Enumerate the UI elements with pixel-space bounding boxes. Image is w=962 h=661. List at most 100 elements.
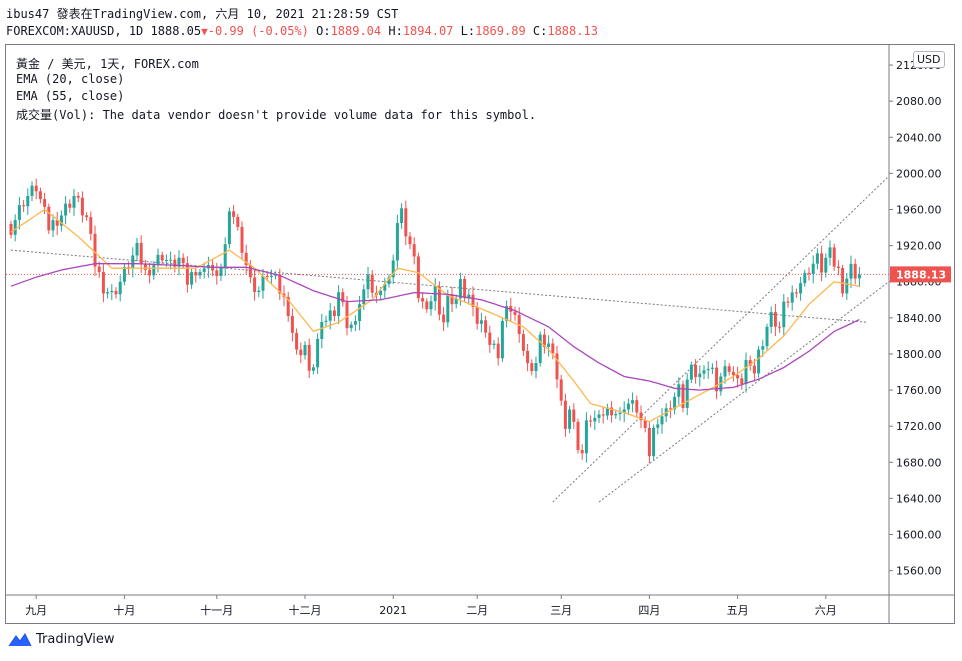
candle-down[interactable] <box>530 363 534 372</box>
candle-down[interactable] <box>76 195 80 198</box>
candle-up[interactable] <box>689 364 693 380</box>
candle-down[interactable] <box>416 256 420 299</box>
candle-down[interactable] <box>93 233 97 267</box>
candle-down[interactable] <box>555 353 559 380</box>
candle-down[interactable] <box>836 266 840 269</box>
ema20-legend[interactable]: EMA (20, close) <box>16 72 125 86</box>
candle-up[interactable] <box>631 400 635 404</box>
candle-down[interactable] <box>332 310 336 317</box>
candle-up[interactable] <box>614 414 618 416</box>
candle-up[interactable] <box>156 254 160 266</box>
candle-up[interactable] <box>59 215 63 226</box>
candle-down[interactable] <box>786 301 790 303</box>
candle-down[interactable] <box>38 191 42 200</box>
candle-down[interactable] <box>635 400 639 413</box>
candle-down[interactable] <box>307 344 311 371</box>
candle-up[interactable] <box>26 195 30 207</box>
candle-up[interactable] <box>337 292 341 317</box>
candle-down[interactable] <box>748 360 752 366</box>
candle-up[interactable] <box>320 321 324 339</box>
candle-up[interactable] <box>479 320 483 324</box>
candle-up[interactable] <box>605 407 609 416</box>
candle-down[interactable] <box>425 301 429 310</box>
candle-up[interactable] <box>383 284 387 291</box>
candle-up[interactable] <box>316 338 320 368</box>
candle-up[interactable] <box>72 195 76 208</box>
candle-up[interactable] <box>828 247 832 258</box>
candle-up[interactable] <box>702 370 706 374</box>
candle-up[interactable] <box>673 396 677 410</box>
candle-down[interactable] <box>253 277 257 293</box>
candle-down[interactable] <box>89 217 93 234</box>
candle-down[interactable] <box>299 349 303 356</box>
candle-up[interactable] <box>131 255 135 269</box>
candle-up[interactable] <box>227 211 231 245</box>
candle-up[interactable] <box>358 304 362 322</box>
candle-up[interactable] <box>64 203 68 216</box>
candle-down[interactable] <box>34 185 38 192</box>
candle-up[interactable] <box>803 272 807 284</box>
candle-up[interactable] <box>303 344 307 356</box>
candle-up[interactable] <box>782 301 786 328</box>
candle-down[interactable] <box>248 265 252 278</box>
candle-down[interactable] <box>853 263 857 279</box>
candle-up[interactable] <box>757 349 761 374</box>
candle-up[interactable] <box>849 263 853 279</box>
candle-up[interactable] <box>274 274 278 276</box>
candle-up[interactable] <box>118 281 122 295</box>
candle-down[interactable] <box>731 371 735 376</box>
candle-down[interactable] <box>572 409 576 422</box>
candle-up[interactable] <box>51 220 55 231</box>
candle-up[interactable] <box>857 274 861 279</box>
candle-down[interactable] <box>185 263 189 285</box>
candle-up[interactable] <box>677 384 681 397</box>
candle-down[interactable] <box>773 312 777 327</box>
candle-down[interactable] <box>295 332 299 350</box>
candle-up[interactable] <box>177 257 181 267</box>
candle-up[interactable] <box>395 223 399 261</box>
candle-up[interactable] <box>710 367 714 369</box>
candle-down[interactable] <box>563 400 567 429</box>
candle-up[interactable] <box>362 289 366 305</box>
candle-up[interactable] <box>353 321 357 325</box>
candle-down[interactable] <box>278 274 282 294</box>
candle-down[interactable] <box>450 294 454 305</box>
candle-up[interactable] <box>685 379 689 408</box>
candle-down[interactable] <box>85 215 89 218</box>
candle-down[interactable] <box>521 334 525 351</box>
candle-up[interactable] <box>17 205 21 220</box>
candle-down[interactable] <box>240 226 244 253</box>
candle-up[interactable] <box>656 424 660 428</box>
candle-up[interactable] <box>169 259 173 261</box>
candle-up[interactable] <box>660 416 664 425</box>
candle-up[interactable] <box>328 310 332 321</box>
candle-up[interactable] <box>198 271 202 276</box>
candle-down[interactable] <box>668 408 672 410</box>
candle-up[interactable] <box>122 266 126 282</box>
candle-down[interactable] <box>114 290 118 295</box>
currency-button[interactable]: USD <box>913 51 945 68</box>
candle-down[interactable] <box>752 365 756 374</box>
candle-down[interactable] <box>542 334 546 348</box>
candle-up[interactable] <box>534 362 538 372</box>
trendline-2[interactable] <box>552 175 890 503</box>
ema55-line[interactable] <box>10 263 860 391</box>
candle-down[interactable] <box>370 274 374 293</box>
candle-down[interactable] <box>341 292 345 303</box>
candle-up[interactable] <box>135 242 139 256</box>
candle-down[interactable] <box>194 272 198 276</box>
candle-up[interactable] <box>446 294 450 323</box>
candle-down[interactable] <box>265 275 269 278</box>
candle-down[interactable] <box>421 298 425 302</box>
candle-up[interactable] <box>219 268 223 276</box>
candle-down[interactable] <box>286 296 290 317</box>
candle-down[interactable] <box>694 364 698 378</box>
candle-down[interactable] <box>484 320 488 333</box>
candle-down[interactable] <box>513 311 517 315</box>
candle-up[interactable] <box>824 257 828 273</box>
candle-down[interactable] <box>80 197 84 216</box>
candle-down[interactable] <box>143 264 147 270</box>
candle-up[interactable] <box>723 366 727 377</box>
candle-down[interactable] <box>173 259 177 267</box>
candle-up[interactable] <box>152 265 156 276</box>
